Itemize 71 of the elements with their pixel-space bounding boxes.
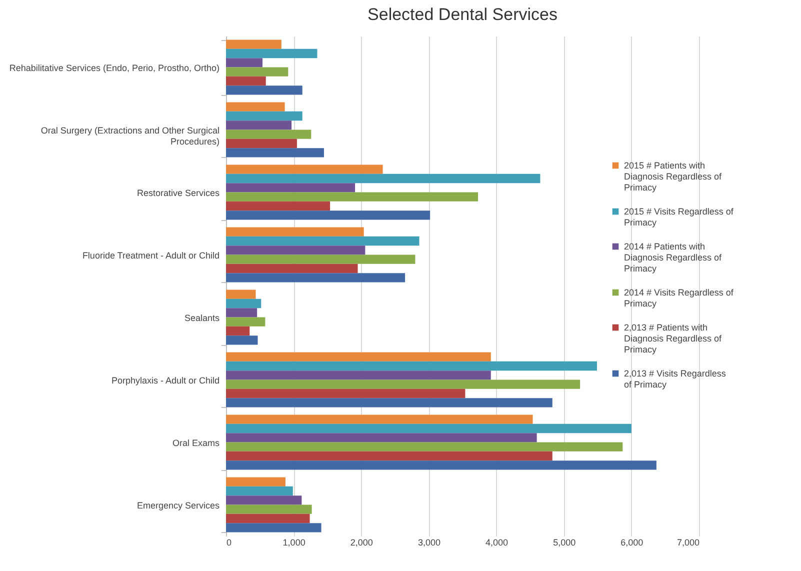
bar	[226, 433, 537, 442]
bar	[226, 298, 262, 308]
bar	[226, 504, 312, 514]
bar	[226, 130, 312, 139]
legend-label: 2015 # Patients with Diagnosis Regardless of Primacy	[624, 160, 722, 192]
y-tick-label: Restorative Services	[136, 188, 220, 198]
bar	[226, 183, 356, 192]
bar	[226, 40, 282, 49]
bar	[226, 174, 540, 184]
legend-label: 2014 # Visits Regardless of Primacy	[624, 288, 734, 308]
bar	[226, 254, 416, 264]
bar	[226, 486, 293, 496]
bar	[226, 317, 266, 326]
bar	[226, 138, 297, 148]
bar	[226, 523, 322, 532]
bar	[226, 388, 466, 398]
bar	[226, 370, 491, 380]
y-tick-label: Sealants	[184, 312, 220, 323]
legend-label: 2,013 # Visits Regardless of Primacy	[624, 368, 726, 390]
bar	[226, 290, 256, 299]
x-tick-label: 5,000	[553, 538, 576, 548]
bar	[226, 308, 258, 318]
bar	[226, 102, 285, 112]
bar	[226, 210, 430, 220]
legend-label: 2014 # Patients with Diagnosis Regardless of Primacy	[624, 242, 722, 274]
y-tick-label: Oral Exams	[172, 438, 220, 448]
bar	[226, 273, 406, 282]
bar	[226, 336, 258, 345]
bar	[226, 58, 262, 68]
bar	[226, 236, 420, 246]
bar	[226, 398, 552, 408]
bar	[226, 361, 597, 371]
chart-title: Selected Dental Services	[368, 5, 558, 24]
bar	[226, 227, 364, 236]
bar	[226, 496, 302, 505]
bar	[226, 120, 292, 130]
bar	[226, 67, 288, 76]
bar	[226, 246, 366, 255]
x-tick-label: 0	[226, 538, 232, 548]
legend-label: 2,013 # Patients with Diagnosis Regardless of Primacy	[624, 322, 722, 354]
bar	[226, 48, 318, 58]
bar	[226, 76, 266, 86]
x-tick-label: 3,000	[418, 538, 440, 548]
bar	[226, 460, 656, 470]
bar	[226, 148, 324, 158]
bar	[226, 414, 533, 424]
legend-label: 2015 # Visits Regardless of Primacy	[624, 206, 734, 228]
bar	[226, 477, 286, 486]
bar	[226, 264, 358, 274]
y-tick-label: Rehabilitative Services (Endo, Perio, Prostho, Ortho)	[9, 62, 220, 73]
bar	[226, 201, 330, 211]
bar	[226, 442, 623, 452]
x-tick-label: 1,000	[282, 538, 306, 548]
bar	[226, 86, 302, 95]
bar	[226, 326, 250, 336]
x-tick-label: 4,000	[486, 538, 508, 548]
y-tick-label: Porphylaxis - Adult or Child	[111, 375, 220, 386]
bar	[226, 424, 632, 434]
bar	[226, 111, 302, 121]
bar	[226, 380, 580, 389]
x-tick-label: 6,000	[620, 538, 644, 548]
bar	[226, 451, 552, 461]
y-tick-label: Fluoride Treatment - Adult or Child	[82, 250, 220, 260]
y-tick-label: Oral Surgery (Extractions and Other Surgical Procedures)	[40, 125, 220, 146]
x-tick-label: 7,000	[676, 538, 700, 548]
x-tick-label: 2,000	[350, 538, 373, 548]
y-tick-label: Emergency Services	[136, 500, 220, 510]
bar	[226, 164, 383, 174]
bar	[226, 514, 310, 524]
bar	[226, 192, 478, 202]
bar	[226, 352, 491, 362]
